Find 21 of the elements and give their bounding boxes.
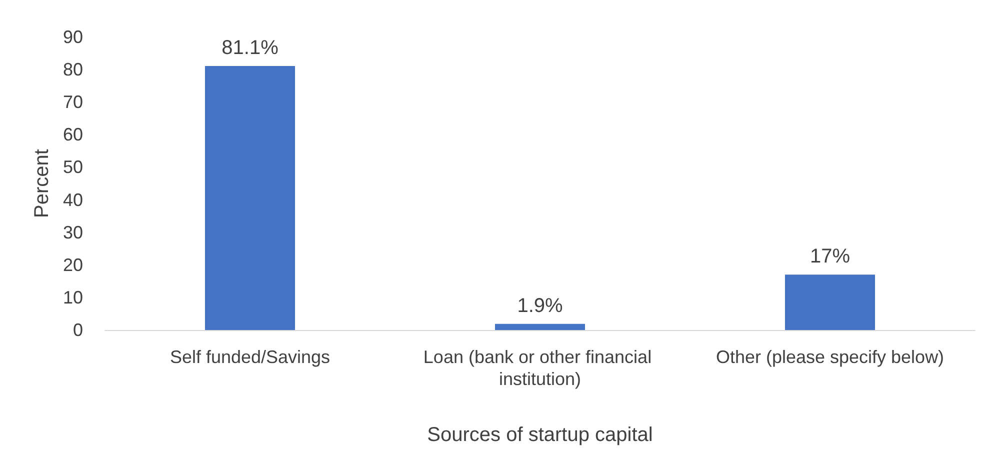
x-tick-label: Other (please specify below) bbox=[716, 347, 944, 367]
bar bbox=[205, 66, 295, 330]
x-tick-label: Loan (bank or other financial institution) bbox=[423, 347, 657, 389]
data-label: 17% bbox=[810, 246, 850, 268]
y-tick-label: 30 bbox=[62, 222, 83, 242]
y-tick-label: 60 bbox=[62, 124, 83, 145]
data-label: 1.9% bbox=[517, 294, 564, 317]
bar bbox=[785, 274, 875, 330]
y-tick-label: 10 bbox=[62, 287, 83, 308]
y-tick-label: 20 bbox=[62, 254, 83, 275]
bar bbox=[495, 324, 585, 330]
y-tick-label: 80 bbox=[62, 60, 83, 80]
x-axis-title: Sources of startup capital bbox=[427, 424, 653, 446]
y-tick-label: 70 bbox=[62, 92, 83, 112]
y-axis-title: Percent bbox=[31, 148, 54, 218]
data-label: 81.1% bbox=[222, 36, 279, 59]
y-tick-label: 50 bbox=[62, 157, 83, 178]
x-tick-label: Self funded/Savings bbox=[170, 347, 330, 367]
y-tick-label: 0 bbox=[72, 320, 83, 340]
y-tick-label: 90 bbox=[62, 27, 83, 47]
y-tick-label: 40 bbox=[62, 190, 83, 210]
